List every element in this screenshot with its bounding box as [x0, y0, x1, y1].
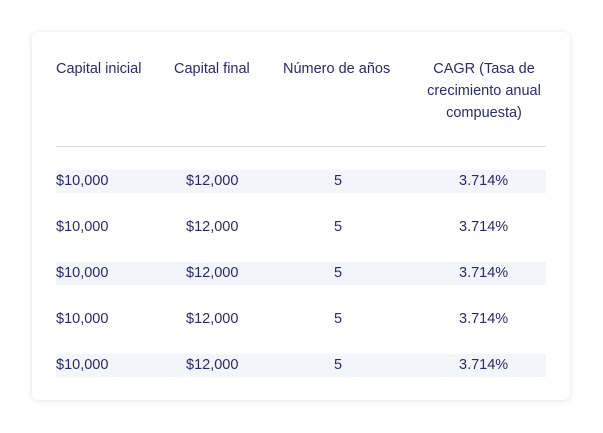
cell-cagr: 3.714%: [459, 311, 509, 327]
header-capital-final: Capital final: [174, 61, 250, 77]
table-header: Capital inicial Capital final Número de …: [56, 56, 546, 147]
cell-capital-inicial: $10,000: [56, 357, 109, 373]
table-card: Capital inicial Capital final Número de …: [32, 32, 570, 400]
cell-capital-final: $12,000: [186, 265, 239, 281]
header-capital-inicial: Capital inicial: [56, 61, 142, 77]
cagr-table: Capital inicial Capital final Número de …: [56, 56, 546, 377]
cell-numero-de-anos: 5: [334, 357, 343, 373]
cell-capital-inicial: $10,000: [56, 265, 109, 281]
header-cagr: CAGR (Tasa de crecimiento anual compuest…: [427, 61, 541, 121]
cell-capital-inicial: $10,000: [56, 219, 109, 235]
cell-capital-final: $12,000: [186, 357, 239, 373]
cell-cagr: 3.714%: [459, 173, 509, 189]
cell-numero-de-anos: 5: [334, 311, 343, 327]
table-body: $10,000 $12,000 5 3.714% $10,000 $12,000…: [56, 170, 546, 400]
cell-cagr: 3.714%: [459, 265, 509, 281]
table-row: $10,000 $12,000 5 3.714%: [56, 170, 546, 193]
cell-numero-de-anos: 5: [334, 265, 343, 281]
cell-numero-de-anos: 5: [334, 219, 343, 235]
cell-numero-de-anos: 5: [334, 173, 343, 189]
table-row: $10,000 $12,000 5 3.714%: [56, 354, 546, 377]
cell-capital-final: $12,000: [186, 173, 239, 189]
cell-capital-inicial: $10,000: [56, 173, 109, 189]
table-row: $10,000 $12,000 5 3.714%: [56, 216, 546, 239]
cell-capital-final: $12,000: [186, 219, 239, 235]
cell-cagr: 3.714%: [459, 219, 509, 235]
table-row: $10,000 $12,000 5 3.714%: [56, 262, 546, 285]
cell-cagr: 3.714%: [459, 357, 509, 373]
cell-capital-inicial: $10,000: [56, 311, 109, 327]
table-row: $10,000 $12,000 5 3.714%: [56, 308, 546, 331]
cell-capital-final: $12,000: [186, 311, 239, 327]
header-numero-de-anos: Número de años: [283, 61, 391, 77]
